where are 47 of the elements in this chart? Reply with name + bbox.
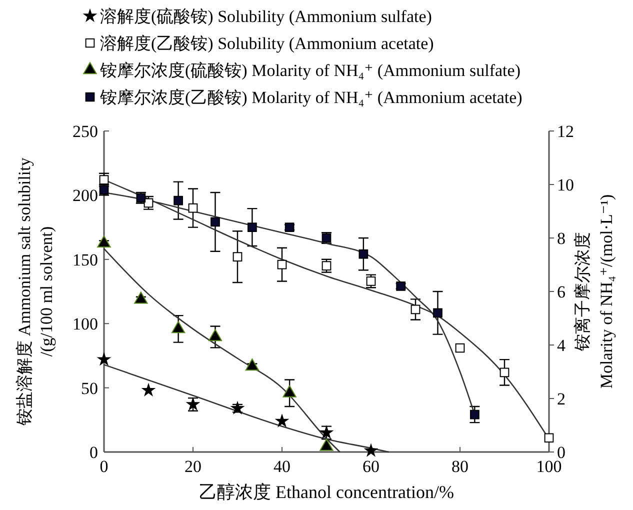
y2-tick-label: 10 (557, 175, 574, 194)
point (500, 368, 510, 378)
y2-tick-label: 12 (557, 122, 574, 141)
point (188, 203, 198, 213)
legend-label: 铵摩尔浓度(硫酸铵) Molarity of NH₄⁺ (Ammonium sulfate) (99, 61, 520, 80)
x-tick-label: 40 (274, 457, 290, 476)
point (320, 438, 334, 451)
point (245, 358, 260, 371)
point (97, 236, 111, 248)
y-tick-label: 150 (72, 250, 98, 270)
y2-tick-label: 8 (557, 228, 566, 248)
point (174, 196, 183, 206)
point (358, 249, 368, 259)
x-tick-label: 20 (184, 457, 202, 476)
y-axis-title: 铵盐溶解度 Ammonium salt solubility /(g/100 ml solvent) (15, 157, 56, 426)
point (248, 222, 257, 232)
point (276, 414, 288, 427)
y2-tick-label: 6 (557, 282, 566, 302)
point (433, 308, 442, 318)
point (410, 304, 420, 314)
point (134, 292, 148, 304)
x-tick-label: 80 (452, 457, 468, 476)
point (99, 175, 109, 184)
legend-label: 溶解度(乙酸铵) Solubility (Ammonium acetate) (100, 34, 434, 53)
point (210, 217, 220, 227)
x-axis-title: 乙醇浓度 Ethanol concentration/% (199, 482, 454, 502)
y-tick-label: 50 (81, 378, 98, 398)
y2-tick-label: 2 (557, 389, 566, 408)
point (544, 433, 554, 443)
y-tick-label: 200 (72, 186, 98, 206)
point (171, 321, 186, 334)
point (142, 384, 155, 396)
y2-axis-title: 铵离子摩尔浓度 Molarity of NH₄⁺/(mol·L⁻¹) (573, 194, 616, 389)
point (98, 353, 110, 365)
legend-label: 溶解度(硫酸铵) Solubility (Ammonium sulfate) (100, 7, 432, 26)
point (455, 343, 465, 353)
point (208, 329, 222, 342)
point (282, 385, 296, 398)
y-tick-label: 100 (72, 314, 98, 334)
y2-tick-label: 4 (557, 336, 566, 355)
y-tick-label: 250 (72, 122, 98, 141)
point (277, 260, 287, 270)
point (364, 444, 378, 456)
y-tick-label: 0 (90, 442, 98, 462)
x-tick-label: 60 (362, 457, 380, 476)
point (232, 252, 242, 262)
legend-label: 铵摩尔浓度(乙酸铵) Molarity of NH₄⁺ (Ammonium acetate) (99, 88, 522, 107)
